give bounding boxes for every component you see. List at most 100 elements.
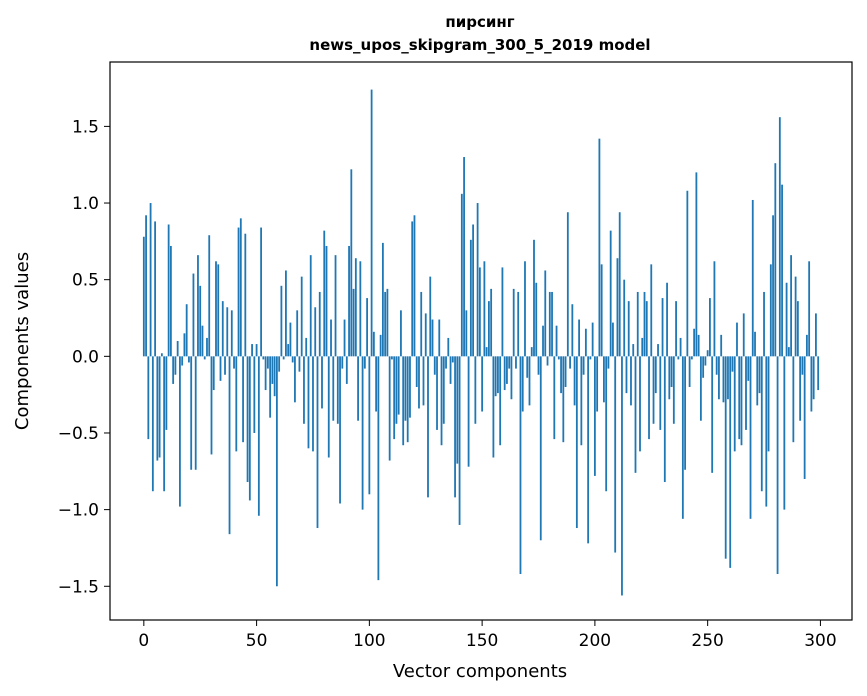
bar-221 <box>641 337 644 357</box>
bar-188 <box>566 212 569 357</box>
bar-109 <box>388 356 391 461</box>
bar-43 <box>239 218 242 357</box>
bar-181 <box>551 291 553 357</box>
x-axis-label: Vector components <box>393 661 567 682</box>
bar-113 <box>397 356 400 415</box>
bar-107 <box>384 291 387 357</box>
bar-218 <box>634 356 637 473</box>
bar-159 <box>501 267 504 357</box>
bar-212 <box>621 356 623 596</box>
bar-178 <box>544 270 547 357</box>
bar-204 <box>603 356 605 403</box>
bar-242 <box>688 356 691 387</box>
bar-135 <box>447 337 450 357</box>
bar-174 <box>535 282 538 357</box>
y-axis-label: Components values <box>12 252 33 430</box>
bar-224 <box>648 356 650 440</box>
bar-47 <box>248 356 251 501</box>
bar-249 <box>704 356 707 366</box>
bar-54 <box>264 356 267 391</box>
bar-193 <box>578 319 580 357</box>
bar-126 <box>427 356 429 498</box>
bar-69 <box>298 356 301 372</box>
bar-298 <box>815 313 817 357</box>
bar-179 <box>546 356 549 366</box>
bar-243 <box>690 356 693 360</box>
bar-98 <box>363 356 366 369</box>
bar-138 <box>454 356 456 498</box>
bar-91 <box>348 245 350 357</box>
bar-186 <box>562 356 565 443</box>
bar-28 <box>206 337 208 357</box>
bar-117 <box>406 356 409 443</box>
bar-291 <box>799 356 802 421</box>
bar-88 <box>341 356 344 369</box>
bar-75 <box>312 356 314 452</box>
bar-49 <box>253 356 256 433</box>
bar-13 <box>172 356 175 384</box>
bar-0 <box>142 236 145 357</box>
bar-184 <box>557 356 560 360</box>
bar-65 <box>289 322 292 357</box>
bar-59 <box>275 356 278 587</box>
bar-128 <box>431 319 434 357</box>
bar-190 <box>571 304 574 357</box>
bar-187 <box>564 356 567 387</box>
plot-frame <box>109 61 853 621</box>
y-tick-label: 0.5 <box>72 271 99 291</box>
chart-subtitle: news_upos_skipgram_300_5_2019 model <box>309 36 650 54</box>
bar-127 <box>429 276 432 357</box>
bar-82 <box>327 356 330 458</box>
bar-201 <box>596 356 599 412</box>
bar-41 <box>235 356 238 452</box>
bar-169 <box>524 261 526 357</box>
bar-283 <box>781 184 783 357</box>
bar-276 <box>765 356 768 507</box>
bar-55 <box>266 356 269 369</box>
bar-114 <box>400 310 402 357</box>
bar-145 <box>469 239 472 357</box>
bar-250 <box>706 350 709 357</box>
bar-120 <box>413 215 416 357</box>
bar-157 <box>497 356 499 394</box>
bar-85 <box>334 255 337 357</box>
bar-167 <box>519 356 522 575</box>
bar-260 <box>729 356 732 568</box>
bar-233 <box>668 356 671 400</box>
bar-275 <box>763 291 765 357</box>
bar-134 <box>445 356 447 369</box>
bar-71 <box>303 356 305 424</box>
bar-84 <box>332 356 335 421</box>
bar-290 <box>796 301 799 357</box>
bar-211 <box>618 212 621 357</box>
bar-137 <box>451 356 454 363</box>
bar-177 <box>542 325 544 357</box>
bar-282 <box>778 117 781 357</box>
bar-112 <box>395 356 398 424</box>
bar-296 <box>810 356 813 412</box>
bar-103 <box>375 356 378 412</box>
bar-229 <box>659 356 662 430</box>
bar-24 <box>197 255 199 357</box>
bar-105 <box>379 334 382 357</box>
bar-136 <box>449 356 452 384</box>
bar-284 <box>783 356 786 510</box>
bar-61 <box>280 285 283 357</box>
bar-116 <box>404 356 407 421</box>
bar-46 <box>246 356 249 483</box>
bar-172 <box>530 347 533 357</box>
x-axis-ticks: 0 50 100 150 200 250 300 <box>138 620 837 651</box>
bar-287 <box>790 255 792 357</box>
bar-194 <box>580 356 583 446</box>
bar-67 <box>294 356 296 403</box>
y-tick-label: 1.0 <box>72 194 99 214</box>
bar-264 <box>738 356 741 440</box>
bar-293 <box>803 356 806 479</box>
bar-220 <box>639 356 641 452</box>
bar-26 <box>201 325 204 357</box>
bar-16 <box>179 356 181 507</box>
bar-62 <box>282 356 285 360</box>
bar-130 <box>436 356 438 430</box>
bar-222 <box>643 291 646 357</box>
bar-81 <box>325 245 328 357</box>
